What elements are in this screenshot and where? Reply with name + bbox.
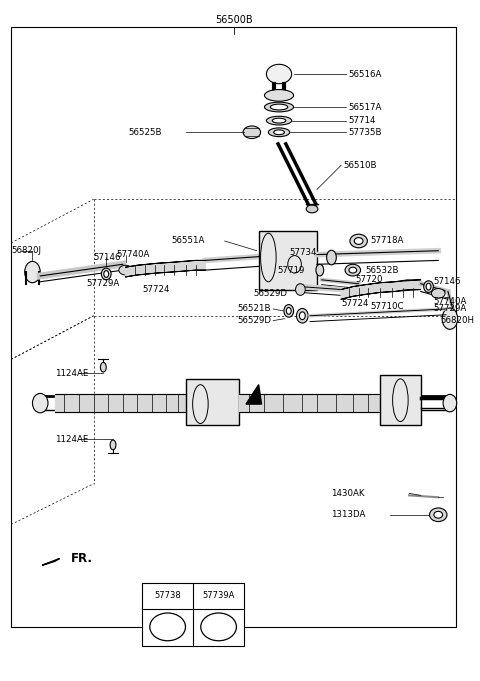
Ellipse shape bbox=[426, 283, 431, 290]
Text: 56820H: 56820H bbox=[440, 316, 474, 325]
Ellipse shape bbox=[434, 511, 443, 518]
Text: 57146: 57146 bbox=[433, 277, 461, 286]
Text: 56521B: 56521B bbox=[238, 304, 271, 313]
Text: 56820J: 56820J bbox=[11, 247, 41, 255]
Ellipse shape bbox=[150, 613, 185, 641]
Text: 1430AK: 1430AK bbox=[332, 489, 365, 498]
Ellipse shape bbox=[296, 284, 305, 296]
Polygon shape bbox=[42, 558, 60, 565]
Polygon shape bbox=[126, 260, 205, 277]
Text: 56500B: 56500B bbox=[216, 15, 253, 25]
Ellipse shape bbox=[300, 312, 305, 319]
Text: 56551A: 56551A bbox=[171, 236, 204, 245]
Text: 57718A: 57718A bbox=[370, 236, 404, 245]
Ellipse shape bbox=[349, 267, 357, 273]
Ellipse shape bbox=[354, 238, 363, 244]
Ellipse shape bbox=[24, 262, 40, 283]
Ellipse shape bbox=[266, 64, 292, 84]
Ellipse shape bbox=[432, 289, 445, 298]
Text: 57734: 57734 bbox=[289, 248, 317, 257]
Text: FR.: FR. bbox=[72, 552, 93, 565]
Text: 57740A: 57740A bbox=[116, 250, 149, 259]
Ellipse shape bbox=[430, 508, 447, 522]
Ellipse shape bbox=[274, 130, 284, 135]
Ellipse shape bbox=[316, 264, 324, 276]
Ellipse shape bbox=[119, 266, 132, 275]
Ellipse shape bbox=[306, 205, 318, 213]
Bar bbox=[380, 375, 421, 426]
Text: 57724: 57724 bbox=[341, 299, 369, 308]
Text: 57739A: 57739A bbox=[203, 591, 235, 600]
Ellipse shape bbox=[33, 394, 48, 413]
Text: 57729A: 57729A bbox=[433, 304, 467, 313]
Text: 56517A: 56517A bbox=[348, 103, 381, 112]
Ellipse shape bbox=[264, 89, 294, 101]
Polygon shape bbox=[246, 385, 262, 404]
Text: 57720: 57720 bbox=[356, 275, 383, 285]
Text: 56516A: 56516A bbox=[348, 69, 381, 78]
Text: 1313DA: 1313DA bbox=[332, 510, 366, 519]
Ellipse shape bbox=[443, 394, 456, 412]
Ellipse shape bbox=[268, 128, 290, 137]
Ellipse shape bbox=[326, 250, 336, 265]
Ellipse shape bbox=[350, 234, 367, 248]
Text: 57738: 57738 bbox=[154, 591, 181, 600]
Text: 57740A: 57740A bbox=[433, 297, 467, 306]
Text: 57714: 57714 bbox=[348, 116, 375, 125]
Ellipse shape bbox=[110, 440, 116, 449]
Ellipse shape bbox=[284, 304, 294, 317]
Text: 57719: 57719 bbox=[277, 266, 304, 274]
Text: 56510B: 56510B bbox=[343, 161, 377, 170]
Ellipse shape bbox=[266, 116, 292, 125]
Ellipse shape bbox=[104, 270, 108, 277]
Bar bbox=[142, 583, 244, 646]
Ellipse shape bbox=[201, 613, 237, 641]
Text: 57729A: 57729A bbox=[87, 279, 120, 288]
Ellipse shape bbox=[442, 308, 457, 330]
Text: 56529D: 56529D bbox=[254, 289, 288, 298]
Text: 57146: 57146 bbox=[94, 253, 121, 262]
Ellipse shape bbox=[243, 126, 261, 138]
Polygon shape bbox=[341, 280, 421, 299]
Ellipse shape bbox=[270, 104, 288, 110]
Text: 56532B: 56532B bbox=[365, 266, 399, 274]
Ellipse shape bbox=[100, 362, 106, 372]
Text: 57724: 57724 bbox=[142, 285, 169, 294]
Text: 57735B: 57735B bbox=[348, 128, 382, 137]
Ellipse shape bbox=[264, 102, 294, 112]
Ellipse shape bbox=[286, 308, 291, 315]
Bar bbox=[186, 379, 239, 426]
Ellipse shape bbox=[424, 281, 433, 292]
Polygon shape bbox=[239, 394, 380, 412]
Text: 56529D: 56529D bbox=[237, 316, 271, 325]
Text: 56525B: 56525B bbox=[128, 128, 162, 137]
Ellipse shape bbox=[297, 308, 308, 323]
Polygon shape bbox=[55, 394, 186, 412]
Ellipse shape bbox=[272, 118, 286, 123]
Bar bbox=[259, 232, 317, 289]
Text: 1124AE: 1124AE bbox=[55, 368, 88, 377]
Ellipse shape bbox=[101, 268, 111, 280]
Text: 1124AE: 1124AE bbox=[55, 434, 88, 443]
Text: 57710C: 57710C bbox=[370, 302, 404, 311]
Ellipse shape bbox=[345, 264, 360, 276]
